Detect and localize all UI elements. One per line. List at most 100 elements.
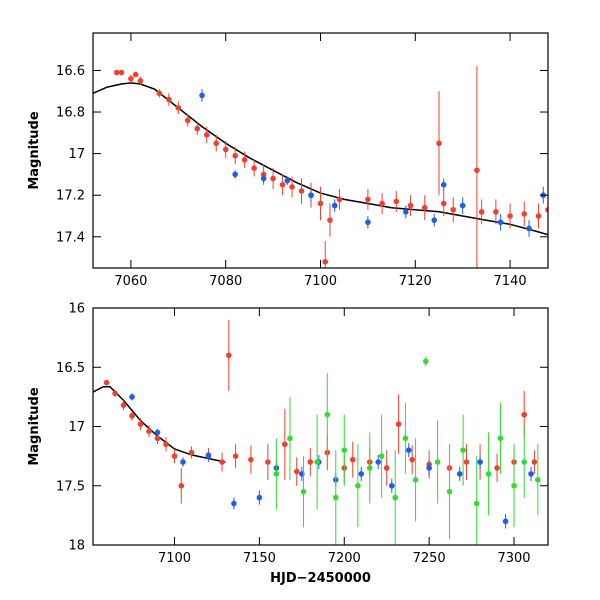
data-point	[341, 447, 348, 454]
data-point	[366, 465, 373, 471]
data-point	[365, 219, 371, 226]
data-point	[531, 459, 538, 465]
y-tick-label: 17.2	[56, 189, 85, 204]
data-point	[248, 456, 254, 463]
series-blue	[199, 89, 547, 237]
data-point	[485, 471, 492, 477]
plot-frame	[92, 307, 549, 546]
series-red	[113, 66, 548, 268]
data-point	[171, 453, 178, 459]
data-point	[213, 140, 220, 147]
data-point	[358, 471, 365, 477]
data-point	[289, 184, 295, 190]
data-point	[146, 428, 152, 435]
data-point	[456, 471, 463, 477]
data-point	[154, 429, 161, 436]
data-point	[194, 125, 201, 132]
data-point	[103, 379, 110, 386]
data-point	[407, 202, 414, 209]
top-panel: 7060 7080 7100 7120 7140 16.6 16.8 17 17.2 17.4 Ma…	[27, 32, 549, 289]
data-point	[322, 258, 329, 265]
data-point	[184, 117, 191, 124]
data-point	[349, 456, 356, 463]
data-point	[188, 449, 195, 456]
data-point	[474, 167, 480, 174]
y-tick-label: 16	[68, 302, 85, 317]
data-point	[395, 421, 402, 427]
data-point	[120, 402, 127, 408]
data-point	[426, 465, 432, 471]
data-point	[118, 69, 125, 76]
data-point	[383, 465, 390, 471]
data-point	[128, 75, 134, 82]
data-point	[166, 96, 172, 103]
x-axis-label: HJD−2450000	[270, 571, 371, 586]
data-point	[422, 358, 429, 365]
data-point	[307, 459, 314, 465]
data-point	[535, 213, 542, 219]
x-tick-label: 7060	[114, 274, 147, 289]
data-point	[308, 192, 314, 199]
data-point	[402, 435, 409, 442]
data-point	[265, 459, 271, 465]
data-point	[502, 518, 509, 525]
data-point	[129, 413, 135, 419]
data-point	[535, 477, 541, 483]
data-point	[226, 352, 232, 359]
data-point	[199, 92, 205, 99]
data-point	[112, 390, 118, 397]
data-point	[355, 482, 361, 489]
data-point	[431, 217, 438, 223]
data-point	[409, 456, 415, 463]
data-point	[287, 435, 293, 442]
plot-frame	[92, 32, 549, 269]
data-point	[205, 453, 212, 459]
data-point	[293, 468, 300, 475]
data-point	[332, 494, 339, 501]
x-tick-label: 7120	[399, 274, 432, 289]
data-point	[232, 453, 239, 459]
data-point	[477, 459, 483, 465]
data-point	[273, 471, 280, 477]
data-point	[436, 140, 442, 147]
data-point	[440, 200, 447, 207]
data-point	[178, 482, 185, 489]
data-point	[232, 171, 238, 178]
data-point	[137, 78, 144, 84]
plot-area	[93, 319, 541, 545]
data-point	[521, 411, 528, 418]
data-point	[434, 459, 441, 465]
data-point	[507, 213, 513, 219]
data-point	[298, 188, 305, 194]
data-point	[163, 441, 169, 448]
data-point	[260, 175, 267, 182]
y-axis-label: Magnitude	[27, 111, 42, 190]
data-point	[403, 209, 409, 215]
data-point	[300, 488, 307, 495]
data-point	[440, 182, 447, 188]
data-point	[132, 71, 139, 78]
y-axis-label: Magnitude	[27, 387, 42, 466]
data-point	[251, 165, 257, 171]
data-point	[113, 69, 120, 76]
data-point	[137, 421, 144, 427]
bottom-panel: 7100 7150 7200 7250 7300 16 16.5 17 17.5 18 Magnit…	[27, 302, 549, 586]
plot-area	[93, 66, 548, 268]
data-point	[241, 157, 248, 163]
data-point	[336, 196, 343, 203]
data-point	[545, 206, 548, 213]
data-point	[392, 494, 399, 501]
data-point	[378, 453, 385, 459]
data-point	[494, 465, 500, 471]
series-green	[273, 356, 541, 545]
data-point	[446, 488, 453, 495]
y-tick-label: 16.6	[56, 64, 85, 79]
x-tick-label: 7100	[158, 551, 191, 566]
data-point	[282, 441, 288, 448]
data-point	[521, 459, 528, 465]
series-blue	[129, 393, 534, 529]
y-tick-label: 17.5	[56, 479, 85, 494]
data-point	[180, 459, 186, 465]
data-point	[314, 459, 320, 465]
